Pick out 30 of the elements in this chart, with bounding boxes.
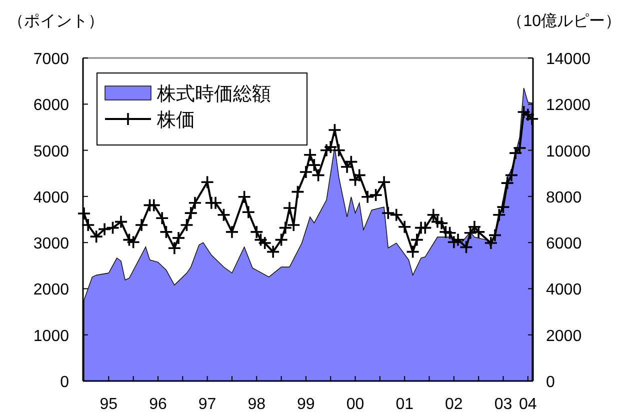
y-tick-label: 0 <box>60 374 70 391</box>
y-tick-label: 6000 <box>33 97 70 114</box>
y2-tick-label: 12000 <box>546 97 591 114</box>
x-tick-label: 98 <box>248 396 266 413</box>
y2-tick-label: 4000 <box>546 282 582 299</box>
x-tick-label: 02 <box>445 396 463 413</box>
y2-tick-label: 2000 <box>546 328 582 345</box>
x-tick-label: 95 <box>100 396 118 413</box>
x-tick-label: 04 <box>518 396 537 413</box>
y-tick-label: 2000 <box>33 282 70 299</box>
y2-tick-label: 8000 <box>546 189 582 206</box>
y-tick-label: 7000 <box>33 51 70 68</box>
y-tick-label: 3000 <box>33 236 70 253</box>
y2-tick-label: 14000 <box>546 51 591 68</box>
y-tick-label: 5000 <box>33 143 70 160</box>
legend-label: 株式時価総額 <box>156 84 271 105</box>
y2-axis-title: （10億ルピー） <box>507 12 621 30</box>
legend-label: 株価 <box>156 110 195 131</box>
y2-tick-label: 0 <box>546 374 555 391</box>
x-tick-label: 01 <box>396 396 414 413</box>
x-tick-label: 03 <box>494 396 512 413</box>
y2-tick-label: 6000 <box>546 236 582 253</box>
y2-tick-label: 10000 <box>546 143 591 160</box>
x-tick-label: 00 <box>346 396 364 413</box>
x-tick-label: 96 <box>149 396 167 413</box>
y-tick-label: 4000 <box>33 189 70 206</box>
x-tick-label: 99 <box>297 396 315 413</box>
x-tick-label: 97 <box>198 396 216 413</box>
y-axis-title: （ポイント） <box>8 13 104 30</box>
y-tick-label: 1000 <box>33 328 70 345</box>
